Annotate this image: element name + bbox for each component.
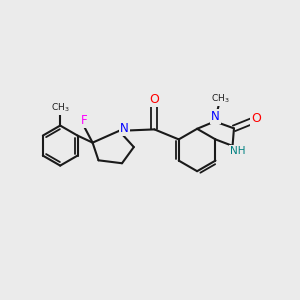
Text: CH$_3$: CH$_3$ [51, 102, 70, 114]
Text: NH: NH [230, 146, 246, 156]
Text: N: N [120, 122, 129, 135]
Text: O: O [149, 93, 159, 106]
Text: F: F [80, 114, 87, 127]
Text: N: N [211, 110, 220, 123]
Text: O: O [251, 112, 261, 125]
Text: CH$_3$: CH$_3$ [212, 92, 230, 105]
